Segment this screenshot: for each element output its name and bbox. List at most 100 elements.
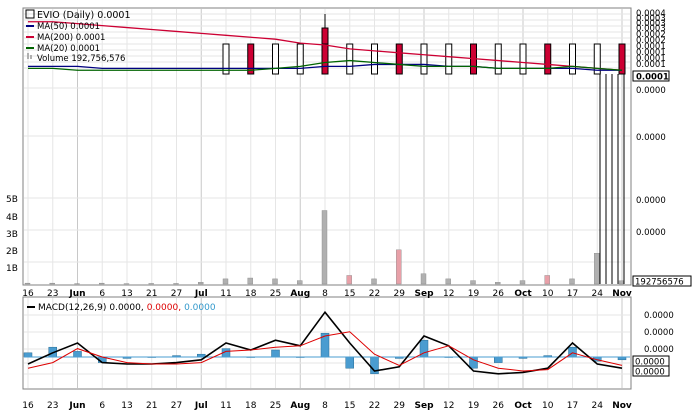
legend-ma50: MA(50) 0.0001 bbox=[37, 22, 100, 32]
svg-text:0.0000: 0.0000 bbox=[635, 358, 665, 368]
volume-bar bbox=[99, 282, 105, 285]
x-axis-label: 19 bbox=[468, 401, 480, 411]
macd-line bbox=[27, 310, 623, 375]
price-axis-label: 0.0001 bbox=[636, 54, 666, 64]
x-axis-label: 8 bbox=[322, 401, 328, 411]
price-candle bbox=[247, 43, 255, 75]
volume-bar bbox=[618, 280, 625, 285]
x-axis-label: 16 bbox=[22, 289, 34, 299]
x-axis-label: Oct bbox=[514, 289, 532, 299]
macd-histogram-bar bbox=[271, 349, 280, 358]
macd-axis-label: 0.0000 bbox=[644, 311, 674, 321]
macd-histogram-bar bbox=[73, 351, 82, 358]
volume-bar bbox=[396, 249, 402, 285]
x-axis-label: 15 bbox=[344, 289, 355, 299]
x-axis-label: Jul bbox=[194, 401, 208, 411]
legend-ticker: EVIO (Daily) 0.0001 bbox=[37, 10, 131, 21]
price-axis-label: 0.0002 bbox=[636, 30, 666, 40]
price-candle bbox=[296, 43, 304, 75]
ma-line-0 bbox=[28, 21, 623, 71]
signal-line bbox=[27, 331, 623, 372]
candle-icon bbox=[25, 9, 35, 19]
x-axis-label: 10 bbox=[542, 401, 554, 411]
x-axis-label: 29 bbox=[394, 289, 406, 299]
volume-bar bbox=[569, 278, 575, 285]
price-axis-label: 0.0001 bbox=[636, 42, 666, 52]
x-axis-label: 24 bbox=[592, 289, 604, 299]
x-axis-label: 29 bbox=[394, 401, 406, 411]
svg-text:5B: 5B bbox=[6, 195, 18, 205]
price-axis-label: 0.0003 bbox=[636, 24, 666, 34]
volume-bar bbox=[173, 283, 179, 285]
x-axis-label: 26 bbox=[493, 401, 505, 411]
x-axis-labels-bottom: 16 23 Jun 6 13 21 27 Jul 11 18 25 Aug 8 15 22 29 Sep 12 19… bbox=[22, 401, 632, 411]
volume-bar bbox=[321, 210, 328, 285]
x-axis-label: 8 bbox=[322, 289, 328, 299]
x-axis-label: 12 bbox=[443, 289, 454, 299]
volume-bar bbox=[272, 278, 278, 285]
x-axis-label: Jul bbox=[194, 289, 208, 299]
price-axis-label: 0.0000 bbox=[636, 86, 666, 96]
price-candle bbox=[321, 27, 329, 45]
x-axis-label: 26 bbox=[493, 289, 505, 299]
svg-text:4B: 4B bbox=[6, 213, 18, 223]
price-axis-labels: 0.00040.00030.00030.00030.00020.00020.00… bbox=[636, 9, 666, 238]
x-axis-label: 17 bbox=[567, 401, 578, 411]
volume-bar bbox=[24, 282, 31, 285]
legend-volume: Volume 192,756,576 bbox=[37, 54, 125, 64]
svg-text:1B: 1B bbox=[6, 264, 18, 274]
price-axis-label: 0.0000 bbox=[636, 228, 666, 238]
price-candle bbox=[519, 43, 527, 75]
x-axis-label: 17 bbox=[567, 289, 578, 299]
x-axis-label: 11 bbox=[220, 401, 231, 411]
x-axis-label: 18 bbox=[245, 401, 257, 411]
volume-bar bbox=[519, 280, 526, 285]
macd-histogram-bar bbox=[23, 352, 33, 358]
volume-bar bbox=[371, 278, 377, 285]
legend-ma200: MA(200) 0.0001 bbox=[37, 33, 105, 43]
price-candle bbox=[346, 43, 354, 75]
moving-average-lines bbox=[28, 21, 623, 71]
x-axis-label: 15 bbox=[344, 401, 355, 411]
volume-bar bbox=[49, 282, 55, 285]
x-axis-label: 23 bbox=[47, 289, 58, 299]
price-candle bbox=[445, 43, 453, 75]
x-axis-label: 21 bbox=[146, 289, 157, 299]
svg-text:2B: 2B bbox=[6, 247, 18, 257]
x-axis-label: 27 bbox=[171, 289, 182, 299]
volume-bar bbox=[470, 280, 476, 285]
x-axis-label: 11 bbox=[220, 289, 231, 299]
x-axis-label: Oct bbox=[514, 401, 532, 411]
macd-lines bbox=[27, 310, 623, 375]
x-axis-label: Nov bbox=[612, 401, 632, 411]
price-candle bbox=[544, 43, 552, 75]
volume-bar bbox=[544, 275, 550, 285]
volume-bar bbox=[445, 278, 451, 285]
svg-text:3B: 3B bbox=[6, 230, 18, 240]
price-axis-label: 0.0003 bbox=[636, 19, 666, 29]
macd-histogram-bar bbox=[568, 346, 577, 358]
volume-bar bbox=[495, 282, 501, 285]
x-axis-label: 12 bbox=[443, 401, 454, 411]
price-candle bbox=[395, 43, 403, 75]
x-axis-label: 22 bbox=[369, 289, 380, 299]
price-axis-label: 0.0003 bbox=[636, 14, 666, 24]
price-candle bbox=[569, 43, 576, 75]
x-axis-label: Aug bbox=[290, 289, 310, 299]
x-axis-label: 25 bbox=[270, 401, 281, 411]
macd-badges: 0.0000 0.0000 bbox=[632, 355, 670, 378]
macd-legend-text: MACD(12,26,9) 0.0000, 0.0000, 0.0000 bbox=[38, 303, 216, 313]
x-axis-labels-top: 16 23 Jun 6 13 21 27 Jul 11 18 25 Aug 8 15 22 29 Sep 12 19… bbox=[22, 289, 632, 299]
x-axis-label: Jun bbox=[68, 289, 85, 299]
volume-bar bbox=[346, 275, 352, 285]
svg-text:192756576: 192756576 bbox=[635, 278, 684, 288]
price-candle bbox=[420, 43, 428, 75]
x-axis-label: 6 bbox=[99, 289, 105, 299]
volume-axis-labels: 5B 4B 3B 2B 1B bbox=[6, 195, 18, 274]
price-axis-label: 0.0000 bbox=[636, 196, 666, 206]
price-axis-label: 0.0001 bbox=[636, 60, 666, 70]
x-axis-label: Nov bbox=[612, 289, 632, 299]
price-axis-label: 0.0004 bbox=[636, 9, 666, 19]
macd-legend: MACD(12,26,9) 0.0000, 0.0000, 0.0000 bbox=[27, 303, 216, 313]
x-axis-label: 24 bbox=[592, 401, 604, 411]
